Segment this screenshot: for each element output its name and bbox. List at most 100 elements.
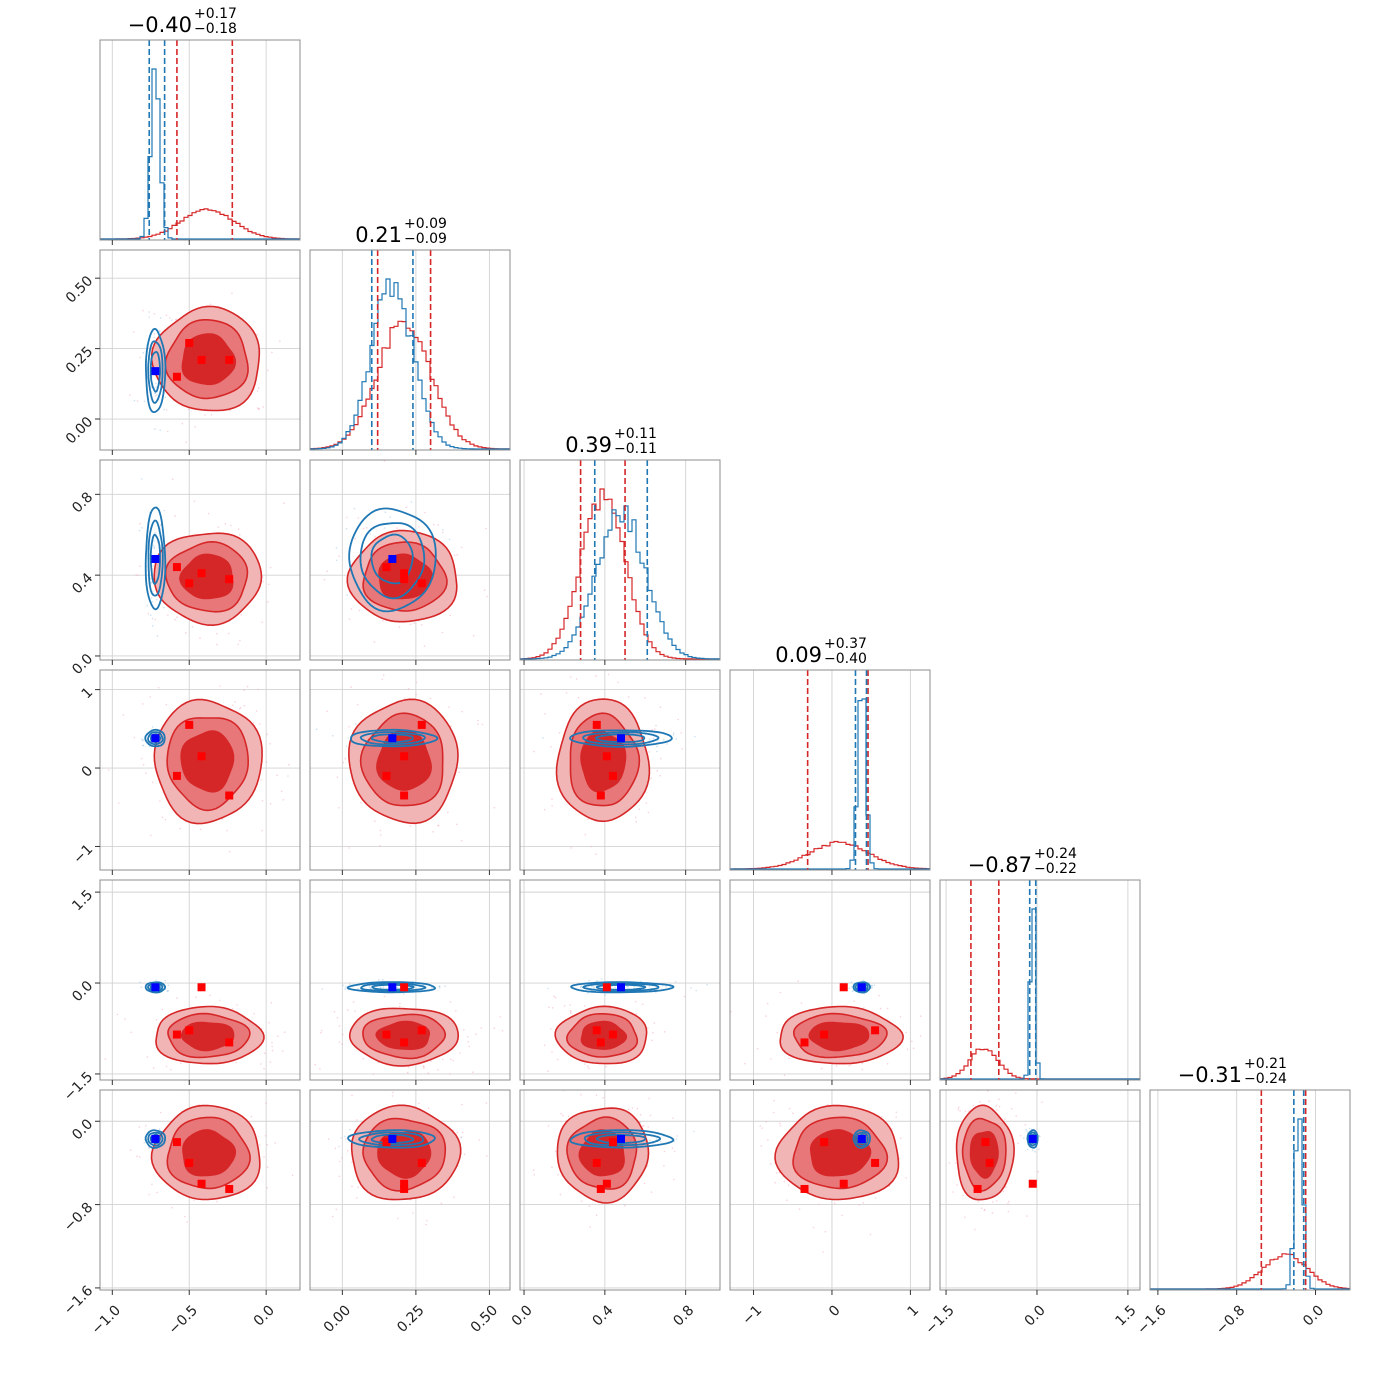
sample-red — [418, 526, 420, 528]
sample-red — [899, 1157, 901, 1160]
sample-red — [346, 1009, 349, 1011]
sample-red — [271, 1049, 274, 1052]
sample-red — [779, 991, 782, 994]
marker-red-0 — [382, 771, 391, 780]
sample-red — [644, 697, 646, 699]
sample-blue — [139, 981, 141, 984]
sample-red — [638, 808, 640, 810]
contour-red-inner — [808, 1021, 870, 1052]
sample-red — [586, 1065, 589, 1067]
sample-red — [1007, 1202, 1009, 1205]
sample-red — [149, 696, 151, 698]
sample-red — [341, 1043, 343, 1045]
sample-red — [767, 1139, 769, 1141]
marker-red-1 — [185, 338, 194, 347]
sample-blue — [389, 516, 391, 518]
sample-red — [792, 1112, 794, 1115]
marker-red-0 — [981, 1138, 990, 1147]
contour-blue-outer — [570, 981, 675, 994]
sample-red — [1010, 1107, 1013, 1110]
sample-red — [146, 1056, 149, 1058]
sample-red — [643, 1182, 646, 1185]
sample-red — [176, 997, 178, 999]
sample-red — [276, 774, 279, 776]
title-4: −0.87 +0.24−0.22 — [968, 846, 1077, 877]
sample-blue — [342, 984, 344, 987]
sample-red — [905, 1177, 907, 1179]
panel-5-2 — [519, 1089, 721, 1295]
contour-blue-outer — [346, 981, 437, 994]
sample-red — [133, 736, 136, 739]
sample-red — [338, 1025, 341, 1027]
sample-blue — [141, 527, 143, 529]
sample-red — [977, 1201, 979, 1203]
sample-red — [405, 506, 408, 509]
panel-5-0 — [95, 1089, 301, 1295]
sample-red — [654, 728, 656, 730]
sample-blue — [665, 986, 667, 988]
sample-blue — [438, 986, 441, 989]
sample-blue — [850, 981, 853, 983]
panel-4-2 — [519, 879, 721, 1085]
sample-red — [895, 1116, 897, 1118]
sample-red — [338, 1175, 341, 1178]
sample-red — [560, 1112, 562, 1115]
sample-red — [1005, 1186, 1007, 1188]
sample-red — [1015, 1115, 1017, 1117]
sample-blue — [596, 979, 598, 982]
sample-red — [374, 536, 376, 538]
sample-blue — [656, 750, 658, 753]
sample-blue — [141, 739, 144, 742]
sample-red — [326, 710, 328, 713]
sample-red — [412, 1212, 414, 1214]
sample-red — [972, 1104, 975, 1107]
sample-red — [314, 1063, 317, 1066]
sample-red — [676, 1135, 678, 1137]
sample-red — [447, 811, 449, 814]
sample-red — [770, 1162, 772, 1165]
panel-5-1 — [309, 1089, 511, 1295]
sample-blue — [141, 478, 143, 480]
sample-blue — [148, 311, 150, 313]
sample-red — [673, 1150, 676, 1153]
sample-red — [383, 995, 386, 998]
sample-red — [645, 802, 648, 804]
sample-red — [265, 761, 268, 763]
sample-red — [607, 673, 610, 676]
x-tick-label-1-2: 0.50 — [468, 1302, 501, 1335]
sample-blue — [431, 987, 433, 989]
sample-red — [396, 527, 398, 529]
y-tick-label-2-2: 0.8 — [69, 489, 96, 516]
sample-red — [1041, 1101, 1043, 1103]
sample-red — [775, 1172, 778, 1174]
sample-red — [634, 1000, 637, 1003]
sample-blue — [153, 546, 156, 548]
contour-blue-middle — [359, 731, 426, 746]
sample-red — [277, 1035, 279, 1038]
sample-red — [563, 1005, 566, 1007]
sample-blue — [143, 400, 146, 403]
sample-red — [770, 1058, 772, 1060]
sample-red — [150, 834, 152, 837]
sample-red — [165, 703, 168, 706]
sample-red — [895, 1111, 898, 1114]
hist-red — [310, 320, 510, 450]
sample-red — [562, 1114, 564, 1117]
contour-blue-outer — [350, 728, 439, 748]
sample-red — [683, 995, 686, 998]
sample-red — [440, 1202, 443, 1204]
sample-red — [351, 1161, 353, 1164]
y-tick-label-2-1: 0.4 — [69, 570, 96, 597]
sample-red — [139, 522, 141, 525]
sample-red — [570, 847, 573, 849]
contour-blue-middle — [359, 522, 426, 600]
hist-red — [730, 840, 930, 870]
sample-blue — [344, 986, 347, 988]
sample-red — [142, 764, 145, 766]
sample-red — [448, 706, 450, 708]
title-value: 0.21 — [355, 223, 402, 247]
sample-red — [548, 1006, 550, 1008]
sample-red — [362, 527, 365, 530]
sample-red — [467, 1041, 469, 1043]
contour-red-inner — [180, 730, 235, 793]
